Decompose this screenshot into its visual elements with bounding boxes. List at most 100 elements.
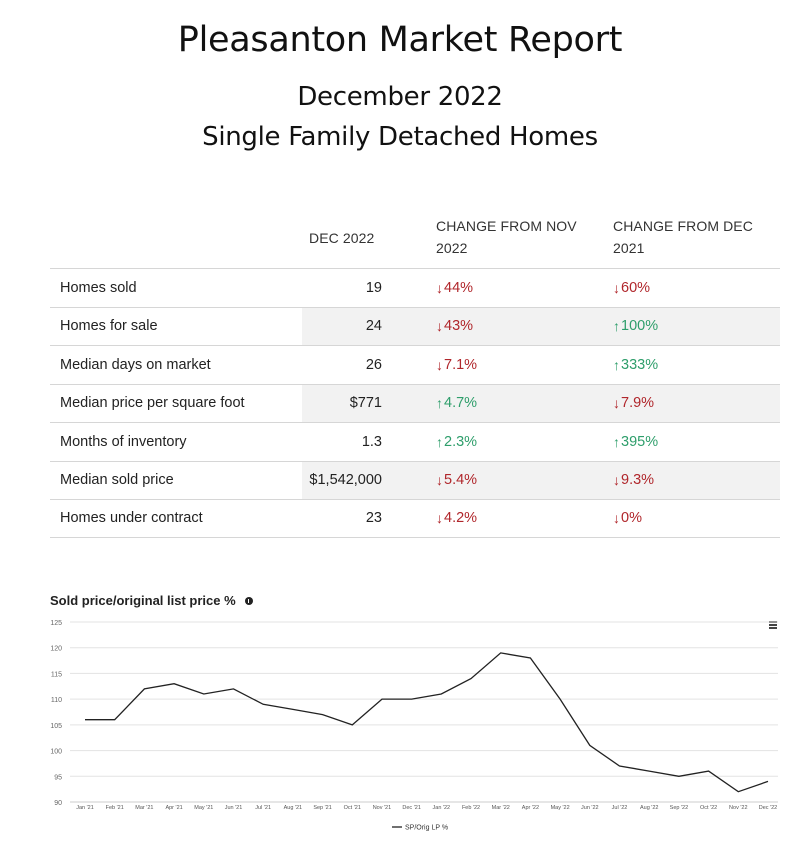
change-from-year: ↓ 60% — [613, 269, 650, 307]
y-tick-label: 115 — [51, 671, 62, 678]
table-row: Homes sold 19 ↓ 44% ↓ 60% — [50, 268, 780, 307]
report-title: Pleasanton Market Report — [177, 20, 623, 60]
table-header: DEC 2022 CHANGE FROM NOV 2022 CHANGE FRO… — [50, 212, 780, 268]
table-body: Homes sold 19 ↓ 44% ↓ 60% Homes for sale 24 ↓ 43%… — [50, 268, 780, 538]
row-value: 26 — [365, 356, 382, 373]
line-chart: 90 95 100 105 110 115 120 125 Jan '21 Feb '21 Mar … — [50, 620, 778, 832]
down-arrow-icon: ↓ — [613, 395, 620, 412]
x-tick-label: Jun '22 — [581, 805, 599, 811]
row-label: Homes for sale — [60, 318, 158, 335]
up-arrow-icon: ↑ — [436, 395, 443, 412]
x-tick-label: May '22 — [551, 805, 570, 811]
x-tick-label: Jul '22 — [612, 805, 628, 811]
x-tick-label: Dec '22 — [759, 805, 777, 811]
chart-title: Sold price/original list price % — [50, 593, 253, 608]
x-tick-label: Jun '21 — [225, 805, 243, 811]
down-arrow-icon: ↓ — [436, 510, 443, 527]
change-year-value: 395% — [621, 433, 659, 450]
up-arrow-icon: ↑ — [613, 433, 620, 450]
y-tick-label: 100 — [50, 749, 62, 756]
change-year-value: 333% — [621, 356, 659, 373]
x-tick-label: Dec '21 — [402, 805, 420, 811]
x-tick-label: Aug '21 — [284, 805, 302, 811]
table-row: Median days on market 26 ↓ 7.1% ↑ 333% — [50, 345, 780, 384]
row-value: $1,542,000 — [309, 472, 382, 489]
change-nov-value: 4.7% — [444, 395, 478, 412]
change-from-year: ↓ 9.3% — [613, 462, 654, 500]
series-line — [85, 652, 769, 793]
down-arrow-icon: ↓ — [613, 279, 620, 296]
y-tick-label: 95 — [54, 774, 62, 781]
column-header-change-nov: CHANGE FROM NOV 2022 — [436, 218, 577, 256]
change-year-value: 9.3% — [621, 472, 655, 489]
change-nov-value: 2.3% — [444, 433, 478, 450]
change-from-year: ↑ 395% — [613, 423, 658, 461]
change-from-year: ↓ 0% — [613, 500, 642, 537]
table-row: Homes for sale 24 ↓ 43% ↑ 100% — [50, 306, 780, 346]
change-from-year: ↓ 7.9% — [613, 385, 654, 423]
x-tick-label: Feb '21 — [106, 805, 124, 811]
change-year-value: 7.9% — [621, 395, 655, 412]
x-tick-label: Jan '21 — [76, 805, 94, 811]
change-nov-value: 7.1% — [444, 356, 478, 373]
row-label: Median price per square foot — [60, 395, 245, 412]
y-tick-label: 125 — [50, 620, 62, 627]
x-tick-label: Mar '21 — [135, 805, 153, 811]
row-value: 24 — [365, 318, 382, 335]
change-from-nov: ↓ 44% — [436, 269, 473, 307]
x-tick-label: Nov '21 — [373, 805, 391, 811]
table-row: Months of inventory 1.3 ↑ 2.3% ↑ 395% — [50, 422, 780, 461]
legend-label: SP/Orig LP % — [405, 825, 448, 832]
info-icon[interactable] — [244, 596, 253, 605]
change-year-value: 60% — [621, 279, 651, 296]
row-label: Homes sold — [60, 279, 137, 296]
x-tick-label: Feb '22 — [462, 805, 480, 811]
row-shade — [302, 307, 780, 345]
x-tick-label: Sep '21 — [313, 805, 331, 811]
x-tick-label: May '21 — [194, 805, 213, 811]
x-tick-label: Sep '22 — [670, 805, 688, 811]
row-label: Median days on market — [60, 356, 211, 373]
y-tick-label: 120 — [50, 646, 62, 653]
x-tick-label: Nov '22 — [729, 805, 747, 811]
report-month: December 2022 — [297, 82, 503, 112]
up-arrow-icon: ↑ — [613, 318, 620, 335]
x-tick-label: Oct '21 — [344, 805, 361, 811]
row-value: 19 — [365, 279, 382, 296]
row-label: Homes under contract — [60, 510, 203, 527]
row-value: 1.3 — [361, 433, 382, 450]
column-header-dec-2022: DEC 2022 — [309, 230, 375, 246]
row-label: Months of inventory — [60, 433, 187, 450]
row-value: 23 — [365, 510, 382, 527]
change-from-nov: ↓ 4.2% — [436, 500, 477, 537]
change-nov-value: 43% — [444, 318, 474, 335]
change-nov-value: 4.2% — [444, 510, 478, 527]
change-year-value: 100% — [621, 318, 659, 335]
y-tick-label: 105 — [50, 723, 62, 730]
change-nov-value: 44% — [444, 279, 474, 296]
row-shade — [302, 384, 780, 422]
table-row: Homes under contract 23 ↓ 4.2% ↓ 0% — [50, 499, 780, 538]
change-from-nov: ↓ 43% — [436, 308, 473, 346]
x-tick-label: Apr '22 — [522, 805, 539, 811]
change-from-nov: ↑ 2.3% — [436, 423, 477, 461]
row-value: $771 — [349, 395, 382, 412]
column-header-change-year: CHANGE FROM DEC 2021 — [613, 218, 753, 256]
x-tick-label: Aug '22 — [640, 805, 658, 811]
change-from-year: ↑ 100% — [613, 308, 658, 346]
row-label: Median sold price — [60, 472, 174, 489]
down-arrow-icon: ↓ — [436, 279, 443, 296]
x-tick-label: Mar '22 — [492, 805, 510, 811]
table-row: Median price per square foot $771 ↑ 4.7% ↓ 7.… — [50, 383, 780, 423]
market-stats-table: DEC 2022 CHANGE FROM NOV 2022 CHANGE FRO… — [50, 212, 780, 538]
down-arrow-icon: ↓ — [613, 472, 620, 489]
change-year-value: 0% — [621, 510, 642, 527]
change-from-nov: ↓ 5.4% — [436, 462, 477, 500]
down-arrow-icon: ↓ — [613, 510, 620, 527]
change-from-nov: ↑ 4.7% — [436, 385, 477, 423]
up-arrow-icon: ↑ — [436, 433, 443, 450]
chart-title-text: Sold price/original list price % — [50, 593, 236, 608]
x-tick-label: Jan '22 — [433, 805, 451, 811]
x-tick-label: Apr '21 — [165, 805, 182, 811]
report-category: Single Family Detached Homes — [202, 122, 598, 152]
